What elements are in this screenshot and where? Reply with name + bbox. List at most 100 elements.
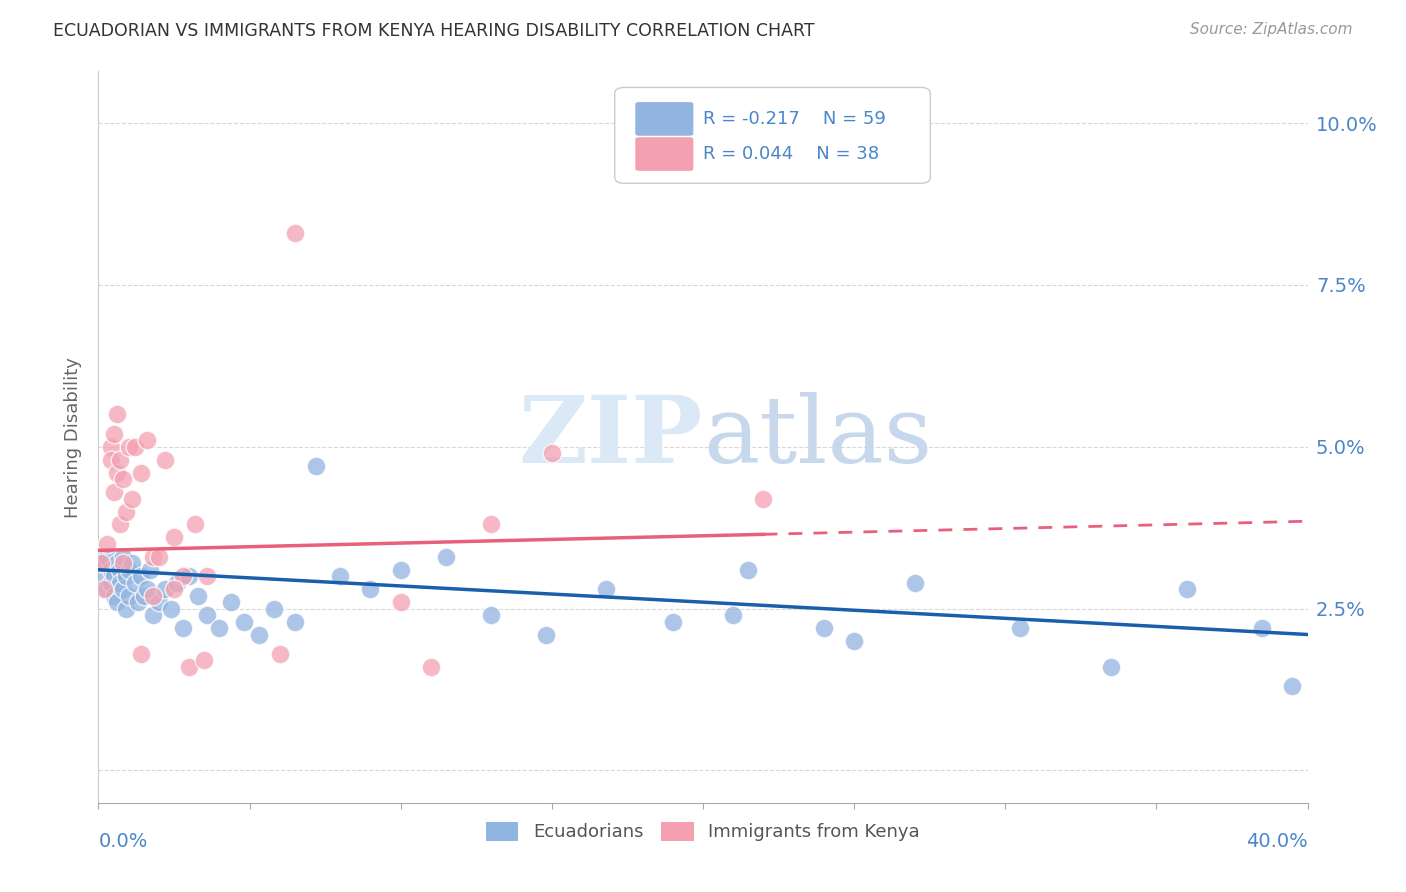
Point — [172, 621, 194, 635]
Point — [124, 575, 146, 590]
Point — [100, 440, 122, 454]
Text: atlas: atlas — [703, 392, 932, 482]
Point — [208, 621, 231, 635]
Point — [389, 595, 412, 609]
Point — [132, 589, 155, 603]
Point — [103, 426, 125, 441]
Point — [93, 557, 115, 571]
Point — [96, 582, 118, 597]
Point — [1099, 660, 1122, 674]
FancyBboxPatch shape — [636, 102, 693, 136]
Point — [1281, 679, 1303, 693]
Point — [813, 621, 835, 635]
Point — [163, 582, 186, 597]
Point — [96, 549, 118, 564]
Point — [114, 569, 136, 583]
Point — [172, 569, 194, 583]
Point — [195, 608, 218, 623]
Point — [329, 569, 352, 583]
Point — [139, 563, 162, 577]
Point — [153, 452, 176, 467]
Point — [108, 517, 131, 532]
Point — [121, 557, 143, 571]
Point — [661, 615, 683, 629]
Point — [90, 569, 112, 583]
Point — [247, 627, 270, 641]
Point — [108, 563, 131, 577]
Point — [179, 660, 201, 674]
Point — [179, 569, 201, 583]
Point — [481, 517, 503, 532]
Point — [284, 226, 307, 240]
Point — [124, 440, 146, 454]
Point — [160, 601, 183, 615]
Point — [103, 589, 125, 603]
Point — [127, 595, 149, 609]
Point — [193, 653, 215, 667]
Point — [105, 408, 128, 422]
Text: 40.0%: 40.0% — [1246, 832, 1308, 851]
Point — [114, 601, 136, 615]
FancyBboxPatch shape — [636, 137, 693, 171]
Point — [1175, 582, 1198, 597]
Point — [232, 615, 254, 629]
Point — [163, 530, 186, 544]
Point — [540, 446, 562, 460]
Point — [105, 466, 128, 480]
Point — [420, 660, 443, 674]
Point — [737, 563, 759, 577]
Text: R = 0.044    N = 38: R = 0.044 N = 38 — [703, 145, 879, 163]
Point — [100, 452, 122, 467]
Text: R = -0.217    N = 59: R = -0.217 N = 59 — [703, 110, 886, 128]
Point — [111, 549, 134, 564]
Text: 0.0%: 0.0% — [98, 832, 148, 851]
Point — [142, 549, 165, 564]
Point — [135, 434, 157, 448]
Point — [100, 575, 122, 590]
Point — [184, 517, 207, 532]
Text: ECUADORIAN VS IMMIGRANTS FROM KENYA HEARING DISABILITY CORRELATION CHART: ECUADORIAN VS IMMIGRANTS FROM KENYA HEAR… — [53, 22, 815, 40]
Point — [481, 608, 503, 623]
Point — [1251, 621, 1274, 635]
Point — [118, 440, 141, 454]
Point — [100, 563, 122, 577]
Point — [118, 589, 141, 603]
Point — [148, 549, 170, 564]
Point — [284, 615, 307, 629]
Point — [187, 589, 209, 603]
Point — [114, 504, 136, 518]
Point — [148, 595, 170, 609]
Point — [111, 582, 134, 597]
Point — [118, 563, 141, 577]
Point — [103, 485, 125, 500]
Point — [389, 563, 412, 577]
Point — [434, 549, 457, 564]
Point — [90, 557, 112, 571]
Point — [121, 491, 143, 506]
Point — [142, 589, 165, 603]
Point — [142, 608, 165, 623]
Point — [1010, 621, 1032, 635]
Point — [844, 634, 866, 648]
Point — [105, 557, 128, 571]
Point — [723, 608, 745, 623]
Point — [263, 601, 285, 615]
Point — [108, 575, 131, 590]
FancyBboxPatch shape — [614, 87, 931, 183]
Y-axis label: Hearing Disability: Hearing Disability — [65, 357, 83, 517]
Point — [153, 582, 176, 597]
Point — [129, 569, 152, 583]
Point — [221, 595, 243, 609]
Point — [904, 575, 927, 590]
Point — [93, 582, 115, 597]
Text: Source: ZipAtlas.com: Source: ZipAtlas.com — [1189, 22, 1353, 37]
Point — [96, 537, 118, 551]
Point — [129, 466, 152, 480]
Point — [129, 647, 152, 661]
Point — [269, 647, 291, 661]
Point — [111, 472, 134, 486]
Point — [195, 569, 218, 583]
Point — [305, 459, 328, 474]
Point — [360, 582, 382, 597]
Point — [108, 452, 131, 467]
